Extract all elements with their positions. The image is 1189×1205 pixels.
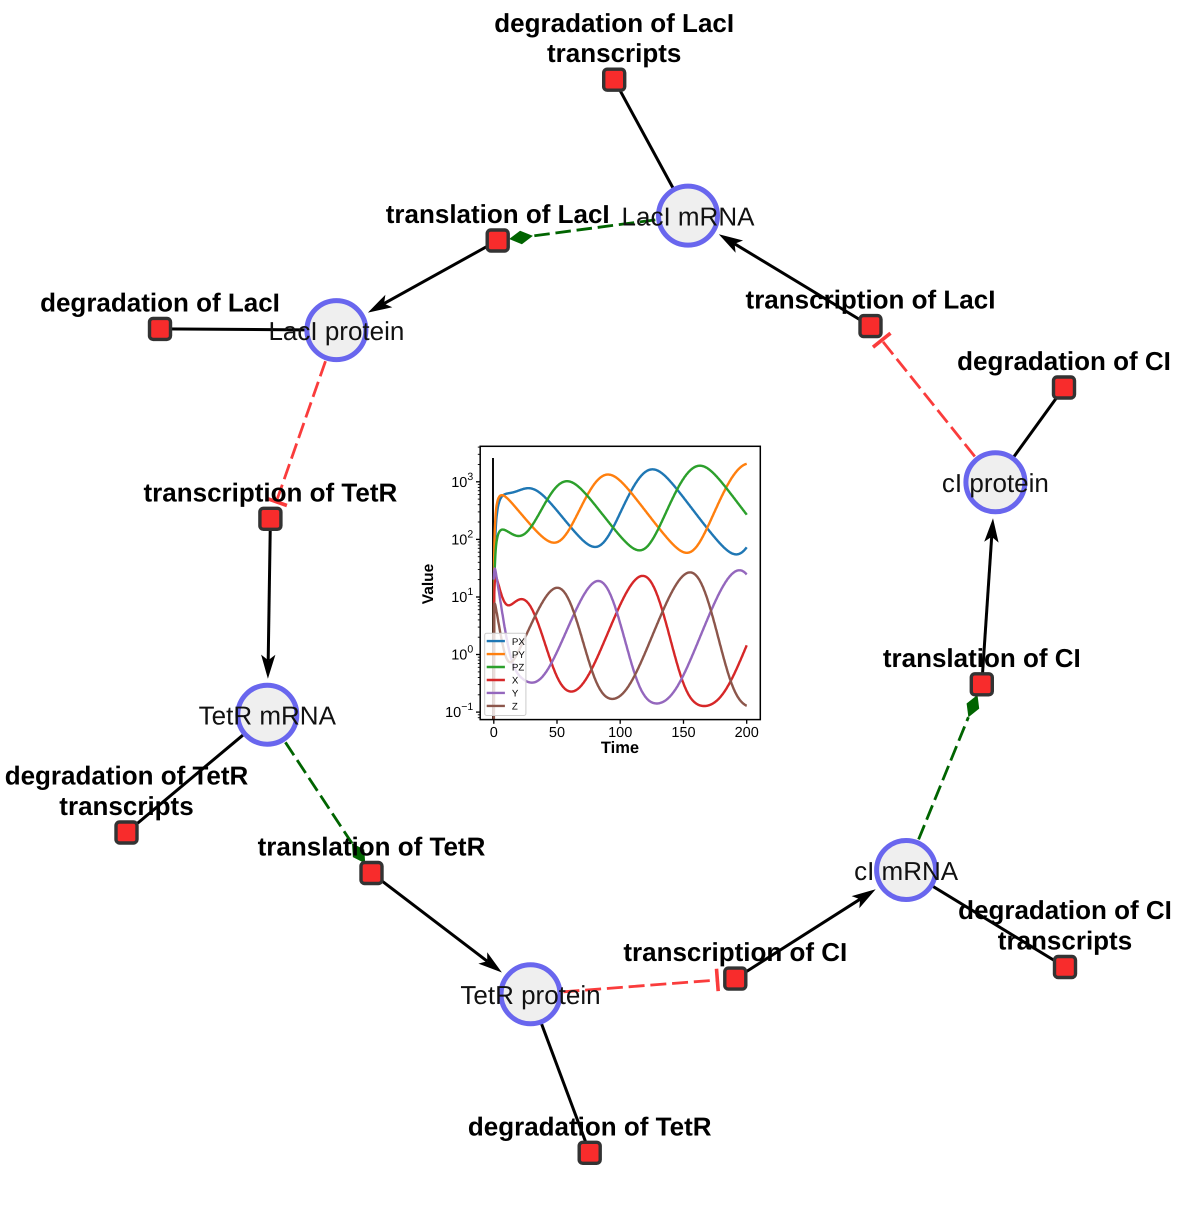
svg-text:PX: PX — [512, 637, 525, 648]
svg-text:50: 50 — [549, 725, 565, 741]
svg-text:Time: Time — [601, 739, 639, 757]
svg-text:transcripts: transcripts — [998, 926, 1132, 956]
svg-text:TetR mRNA: TetR mRNA — [199, 701, 337, 731]
svg-text:0: 0 — [490, 725, 498, 741]
svg-text:PZ: PZ — [512, 663, 524, 674]
svg-text:100: 100 — [608, 725, 632, 741]
svg-text:degradation of CI: degradation of CI — [958, 895, 1172, 925]
svg-text:degradation of TetR: degradation of TetR — [5, 761, 249, 791]
svg-text:200: 200 — [735, 725, 759, 741]
svg-text:transcripts: transcripts — [547, 38, 681, 68]
svg-text:degradation of CI: degradation of CI — [957, 346, 1171, 376]
svg-text:transcripts: transcripts — [59, 791, 193, 821]
svg-text:Value: Value — [420, 563, 437, 604]
svg-text:Z: Z — [512, 702, 518, 713]
svg-text:Y: Y — [512, 689, 519, 700]
svg-text:LacI protein: LacI protein — [268, 316, 404, 346]
svg-text:transcription of TetR: transcription of TetR — [144, 477, 398, 507]
svg-text:X: X — [512, 676, 519, 687]
svg-text:TetR protein: TetR protein — [460, 980, 600, 1010]
svg-text:transcription of LacI: transcription of LacI — [746, 285, 996, 315]
svg-text:150: 150 — [671, 725, 695, 741]
svg-text:degradation of LacI: degradation of LacI — [40, 287, 280, 317]
svg-text:cI mRNA: cI mRNA — [854, 856, 959, 886]
svg-text:PY: PY — [512, 650, 525, 661]
svg-text:degradation of LacI: degradation of LacI — [494, 8, 734, 38]
svg-text:translation of CI: translation of CI — [883, 643, 1081, 673]
svg-text:translation of TetR: translation of TetR — [258, 832, 486, 862]
svg-text:translation of LacI: translation of LacI — [386, 199, 610, 229]
svg-text:degradation of TetR: degradation of TetR — [468, 1111, 712, 1141]
svg-text:cI protein: cI protein — [942, 468, 1049, 498]
svg-text:LacI mRNA: LacI mRNA — [622, 201, 756, 231]
svg-text:transcription of CI: transcription of CI — [623, 937, 847, 967]
